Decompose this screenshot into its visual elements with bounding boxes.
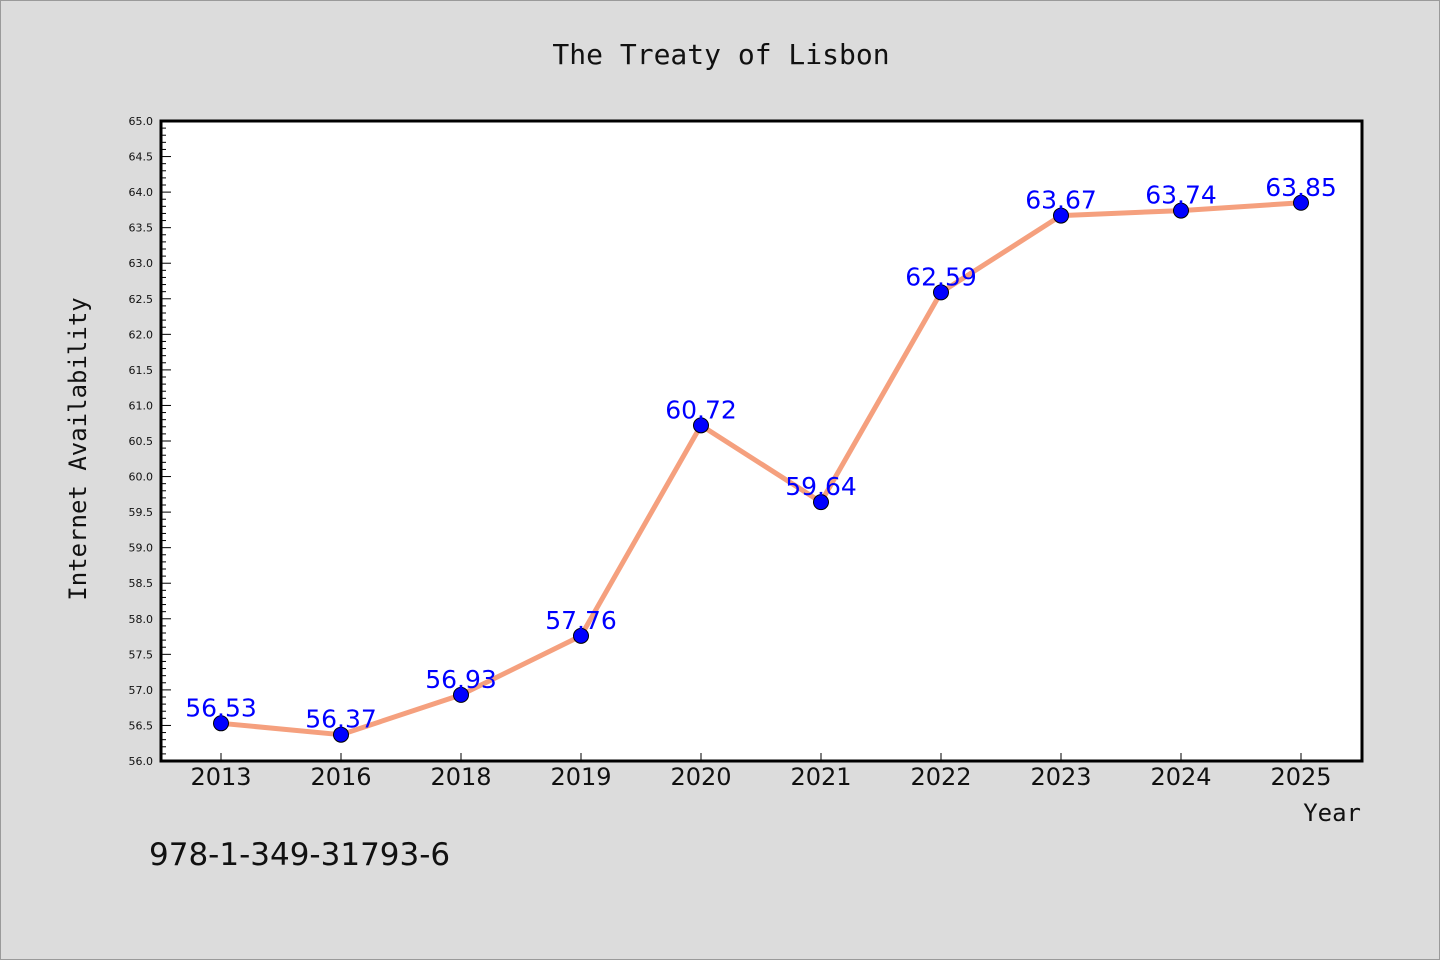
data-point-marker — [1173, 202, 1189, 219]
x-tick-label: 2023 — [1030, 763, 1091, 791]
y-tick-label: 60.0 — [129, 471, 154, 484]
data-point-marker — [573, 627, 589, 644]
y-tick-label: 62.0 — [129, 328, 154, 341]
y-tick-label: 58.5 — [129, 577, 154, 590]
x-tick-label: 2022 — [910, 763, 971, 791]
x-axis: 2013 2016 2018 2019 2020 2021 2022 2023 2024 2025 — [190, 753, 1332, 791]
data-label: 56.37 — [305, 705, 377, 734]
data-point-marker — [453, 686, 469, 703]
x-axis-title: Year — [1303, 799, 1361, 827]
x-tick-label: 2016 — [310, 763, 371, 791]
x-tick-label: 2025 — [1270, 763, 1331, 791]
data-label: 56.93 — [425, 665, 497, 694]
isbn-footnote: 978-1-349-31793-6 — [149, 837, 450, 873]
data-label: 59.64 — [785, 472, 857, 501]
y-axis: 56.0 56.5 57.0 57.5 58.0 58.5 59.0 59.5 60.0 60.5… — [129, 115, 171, 768]
y-tick-label: 57.5 — [129, 648, 154, 661]
data-point-marker — [1293, 194, 1309, 211]
chart-title: The Treaty of Lisbon — [552, 38, 889, 71]
y-tick-label: 63.0 — [129, 257, 154, 270]
data-label: 63.67 — [1025, 186, 1097, 215]
y-tick-label: 64.5 — [129, 151, 154, 164]
y-tick-label: 61.5 — [129, 364, 154, 377]
data-point-marker — [333, 726, 349, 743]
data-label: 56.53 — [185, 693, 257, 722]
y-axis-title: Internet Availability — [64, 297, 92, 600]
data-label: 63.74 — [1145, 181, 1217, 210]
y-tick-label: 59.0 — [129, 542, 154, 555]
data-point-marker — [933, 284, 949, 301]
x-tick-label: 2021 — [790, 763, 851, 791]
x-tick-label: 2019 — [550, 763, 611, 791]
y-tick-label: 62.5 — [129, 293, 154, 306]
y-tick-label: 58.0 — [129, 613, 154, 626]
y-tick-label: 60.5 — [129, 435, 154, 448]
x-tick-label: 2013 — [190, 763, 251, 791]
x-tick-label: 2018 — [430, 763, 491, 791]
y-tick-label: 63.5 — [129, 222, 154, 235]
data-label: 57.76 — [545, 606, 617, 635]
y-tick-label: 56.0 — [129, 755, 154, 768]
data-label: 63.85 — [1265, 173, 1337, 202]
data-point-marker — [813, 494, 829, 511]
y-tick-label: 59.5 — [129, 506, 154, 519]
x-tick-label: 2020 — [670, 763, 731, 791]
y-tick-label: 56.5 — [129, 719, 154, 732]
y-tick-label: 65.0 — [129, 115, 154, 128]
plot-area — [159, 119, 1364, 763]
data-label-layer: 56.53 56.37 56.93 57.76 60.72 59.64 62.59 63.67… — [185, 173, 1337, 734]
y-tick-label: 61.0 — [129, 399, 154, 412]
series-line — [218, 200, 1304, 738]
y-tick-label: 57.0 — [129, 684, 154, 697]
series-layer — [213, 194, 1309, 743]
data-label: 62.59 — [905, 262, 977, 291]
x-tick-label: 2024 — [1150, 763, 1211, 791]
data-point-marker — [693, 417, 709, 434]
y-tick-label: 64.0 — [129, 186, 154, 199]
data-point-marker — [1053, 207, 1069, 224]
data-label: 60.72 — [665, 395, 737, 424]
data-point-marker — [213, 715, 229, 732]
